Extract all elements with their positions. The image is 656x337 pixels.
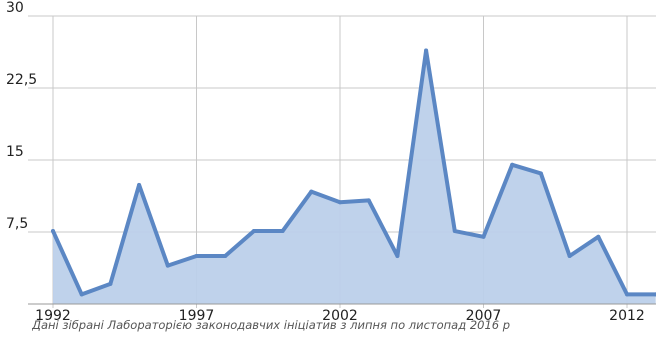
data-point <box>452 229 457 234</box>
area-fill <box>53 50 656 305</box>
data-point <box>481 234 486 239</box>
data-point <box>596 234 601 239</box>
area-layer <box>51 48 656 305</box>
data-point <box>567 254 572 258</box>
tick-labels: 30 22,5 15 7,5 1992 1997 2002 2007 2012 <box>6 0 645 324</box>
y-tick-label: 30 <box>6 0 24 16</box>
data-point <box>51 229 55 234</box>
data-point <box>510 162 515 167</box>
data-point <box>395 254 400 258</box>
data-point <box>280 229 285 234</box>
y-tick-label: 7,5 <box>6 216 28 232</box>
y-tick-label: 15 <box>6 144 24 160</box>
data-point <box>251 229 256 234</box>
x-tick-label: 2002 <box>322 308 358 324</box>
data-point <box>538 171 543 176</box>
data-point <box>338 200 342 205</box>
data-point <box>79 292 84 297</box>
x-tick-label: 1992 <box>35 308 71 324</box>
series-line <box>51 48 656 297</box>
x-tick-label: 2007 <box>466 308 502 324</box>
data-point <box>223 254 228 258</box>
data-point <box>653 292 656 297</box>
data-point <box>137 182 142 187</box>
data-point <box>366 198 371 203</box>
data-point <box>165 263 170 268</box>
data-point <box>424 48 429 53</box>
data-point <box>625 292 629 297</box>
y-tick-label: 22,5 <box>6 72 37 88</box>
data-point <box>309 189 314 194</box>
source-note: Дані зібрані Лабораторією законодавчих і… <box>32 318 511 332</box>
data-point <box>108 281 113 286</box>
x-tick-label: 2012 <box>609 308 645 324</box>
x-tick-label: 1997 <box>179 308 215 324</box>
data-point <box>194 254 199 258</box>
